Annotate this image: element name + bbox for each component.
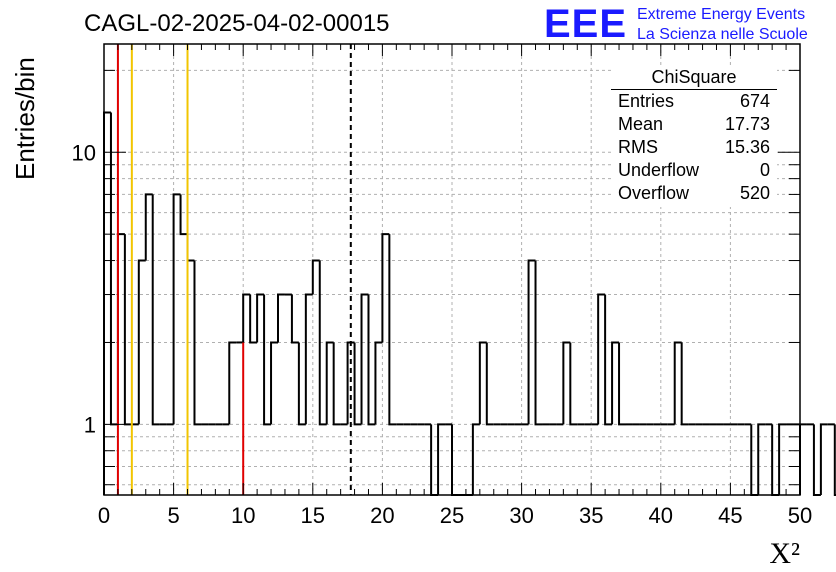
marker-lines — [116, 44, 352, 495]
histogram-bin — [569, 342, 578, 426]
stats-title: ChiSquare — [651, 67, 737, 87]
histogram-bin — [228, 341, 237, 425]
x-tick-label: 15 — [301, 503, 325, 528]
histogram-bin — [381, 233, 390, 343]
stats-box: ChiSquare Entries 674 Mean 17.73 RMS 15.… — [611, 67, 777, 207]
logo-text-line2: La Scienza nelle Scuole — [637, 26, 808, 43]
stat-value: 15.36 — [724, 137, 770, 157]
histogram-bin — [151, 194, 160, 426]
histogram-bin — [332, 342, 341, 426]
histogram-bin — [263, 294, 272, 426]
histogram-bin — [611, 341, 620, 425]
tick-labels: 0 5 10 15 20 25 30 35 40 45 50 1 10 — [72, 140, 813, 528]
histogram-bin — [471, 423, 480, 495]
stat-row-underflow: Underflow 0 — [618, 160, 770, 183]
axis-ticks — [103, 44, 801, 495]
histogram-bin — [116, 233, 125, 425]
histogram-bin — [562, 341, 571, 425]
logo-mark: EEE — [544, 2, 628, 46]
stat-value: 520 — [739, 183, 770, 203]
x-tick-label: 45 — [718, 503, 742, 528]
histogram-bin — [833, 424, 836, 496]
histogram-bin — [812, 424, 821, 496]
x-tick-label: 50 — [788, 503, 812, 528]
x-tick-label: 20 — [370, 503, 394, 528]
histogram-bin — [109, 112, 118, 426]
histogram-bin — [277, 293, 285, 343]
histogram-bin — [673, 341, 682, 425]
histogram-bin — [256, 293, 265, 343]
stat-row-rms: RMS 15.36 — [618, 137, 770, 160]
stat-label: RMS — [618, 137, 658, 157]
histogram-bin — [270, 341, 278, 425]
stat-value: 674 — [739, 91, 770, 111]
histogram-bin — [346, 341, 355, 425]
histogram-bin — [144, 193, 153, 261]
histogram-bin — [249, 294, 258, 344]
histogram-bin — [304, 293, 313, 425]
histogram-bin — [485, 342, 494, 426]
stat-value: 0 — [759, 160, 770, 180]
stat-value: 17.73 — [724, 114, 770, 134]
x-tick-label: 40 — [649, 503, 673, 528]
histogram-bin — [242, 293, 251, 343]
histogram-bin — [297, 342, 306, 426]
stat-label: Entries — [618, 91, 675, 111]
x-tick-label: 30 — [509, 503, 533, 528]
histogram-bin — [367, 294, 376, 426]
histogram-bin — [172, 193, 181, 425]
stat-row-mean: Mean 17.73 — [618, 114, 770, 137]
histogram-bin — [757, 423, 766, 495]
histogram-bin — [478, 341, 487, 425]
histogram-bin — [123, 234, 132, 426]
histogram-bin — [527, 259, 536, 425]
histogram-bin — [597, 293, 606, 425]
histogram-bin — [604, 294, 613, 426]
histogram-bin — [437, 423, 446, 495]
histogram-bin — [290, 294, 299, 344]
histogram-bin — [325, 341, 334, 425]
histogram-bin — [318, 260, 327, 426]
x-tick-label: 10 — [231, 503, 255, 528]
histogram-bin — [819, 423, 828, 495]
stat-row-overflow: Overflow 520 — [618, 183, 770, 206]
histogram-bin — [179, 194, 188, 236]
histogram-bin — [103, 111, 111, 495]
stat-label: Mean — [618, 114, 664, 134]
histogram-bin — [374, 341, 383, 425]
y-axis-label: Entries/bin — [10, 57, 40, 180]
x-tick-label: 5 — [167, 503, 179, 528]
y-tick-label: 1 — [84, 412, 96, 437]
histogram-bin — [311, 259, 320, 295]
x-tick-label: 0 — [98, 503, 110, 528]
histogram-bin — [388, 234, 397, 426]
histogram-bin — [534, 260, 543, 426]
x-tick-label: 35 — [579, 503, 603, 528]
histogram-bin — [360, 293, 369, 425]
stat-label: Underflow — [618, 160, 700, 180]
histogram-bin — [353, 342, 362, 426]
histogram-bin — [193, 260, 202, 426]
histogram-bin — [186, 234, 195, 262]
stat-row-entries: Entries 674 — [618, 91, 770, 114]
x-axis-label: X² — [769, 537, 800, 570]
stats-divider — [611, 89, 777, 90]
run-title: CAGL-02-2025-04-02-00015 — [84, 10, 390, 37]
stat-label: Overflow — [618, 183, 690, 203]
histogram-bin — [680, 342, 689, 426]
histogram-bin — [137, 259, 146, 425]
histogram-bin — [618, 342, 626, 426]
logo-text-line1: Extreme Energy Events — [637, 6, 806, 23]
y-tick-label: 10 — [72, 140, 96, 165]
x-tick-label: 25 — [440, 503, 464, 528]
